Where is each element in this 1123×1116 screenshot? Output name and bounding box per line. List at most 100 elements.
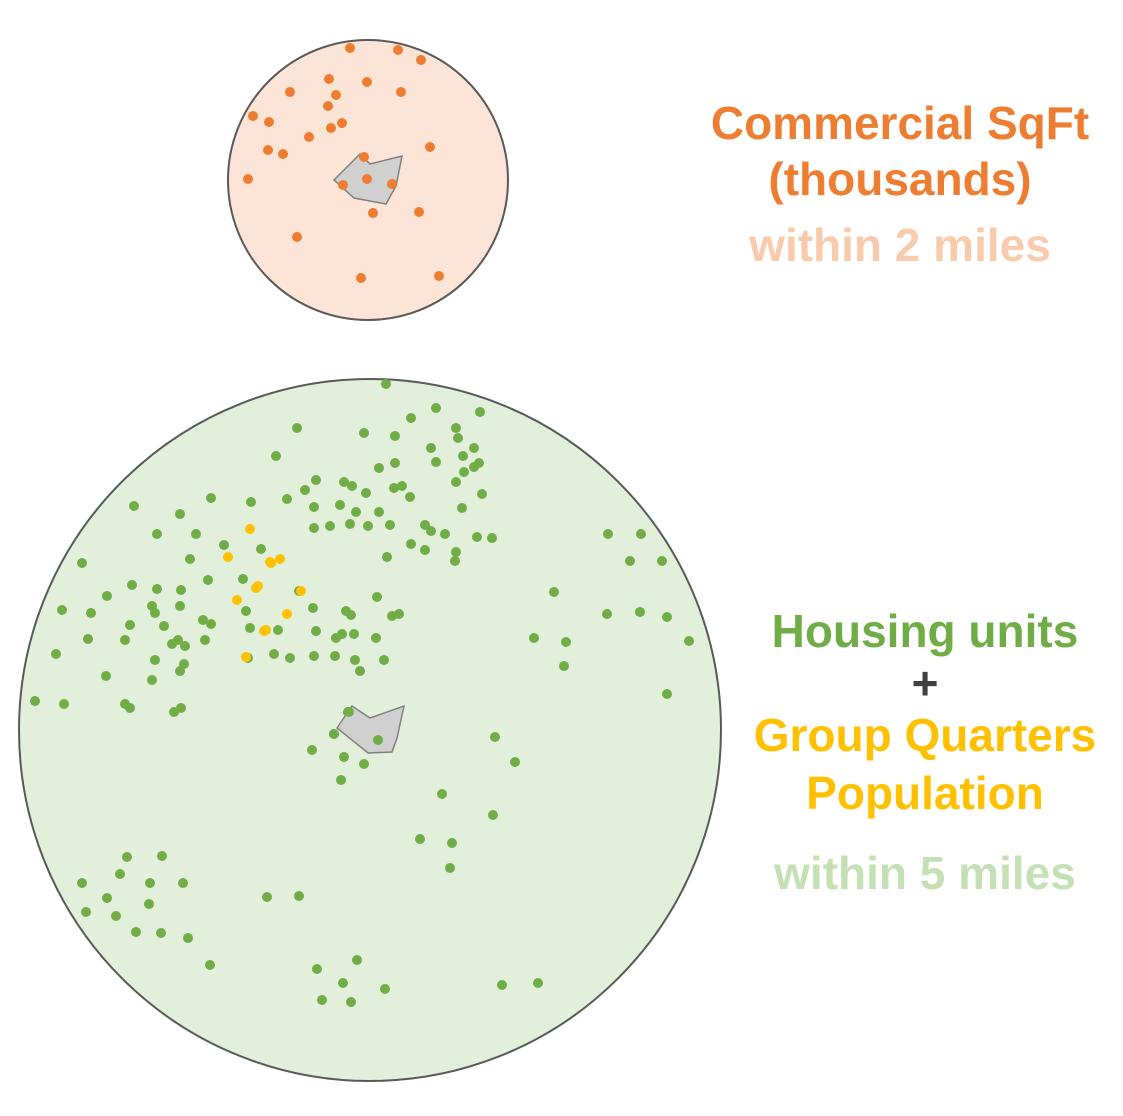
housing-unit-point	[359, 428, 369, 438]
housing-unit-point	[380, 984, 390, 994]
housing-unit-point	[561, 637, 571, 647]
housing-unit-point	[453, 433, 463, 443]
housing-unit-point	[329, 729, 339, 739]
housing-unit-point	[180, 641, 190, 651]
commercial-sqft-point	[425, 142, 435, 152]
housing-unit-point	[350, 655, 360, 665]
housing-unit-point	[308, 603, 318, 613]
housing-unit-point	[390, 458, 400, 468]
housing-unit-point	[533, 978, 543, 988]
housing-unit-point	[173, 635, 183, 645]
housing-unit-point	[111, 911, 121, 921]
housing-unit-point	[603, 529, 613, 539]
housing-unit-point	[451, 477, 461, 487]
commercial-sqft-point	[362, 174, 372, 184]
housing-unit-point	[374, 507, 384, 517]
plus-sign: +	[911, 657, 939, 709]
commercial-sqft-point	[387, 179, 397, 189]
group-quarters-point	[259, 626, 269, 636]
group-quarters-point	[296, 586, 306, 596]
housing-unit-point	[431, 457, 441, 467]
commercial-sqft-points-on-site	[338, 152, 397, 190]
housing-unit-point	[176, 703, 186, 713]
housing-unit-point	[59, 699, 69, 709]
commercial-sqft-point	[414, 207, 424, 217]
commercial-subtitle: (thousands)	[768, 153, 1032, 205]
housing-unit-point	[431, 403, 441, 413]
housing-unit-point	[262, 892, 272, 902]
commercial-sqft-point	[331, 90, 341, 100]
housing-unit-point	[440, 529, 450, 539]
housing-unit-point	[662, 612, 672, 622]
housing-unit-point	[457, 503, 467, 513]
housing-unit-point	[397, 481, 407, 491]
commercial-sqft-point	[243, 174, 253, 184]
housing-unit-point	[125, 703, 135, 713]
housing-unit-point	[345, 519, 355, 529]
housing-unit-point	[346, 610, 356, 620]
housing-unit-point	[459, 467, 469, 477]
commercial-buffer-2-miles	[227, 39, 509, 321]
housing-unit-point	[451, 547, 461, 557]
housing-unit-point	[307, 745, 317, 755]
housing-unit-point	[657, 556, 667, 566]
housing-unit-point	[625, 556, 635, 566]
housing-unit-point	[185, 554, 195, 564]
housing-unit-point	[387, 611, 397, 621]
group-quarters-point	[282, 609, 292, 619]
housing-unit-point	[206, 619, 216, 629]
housing-unit-point	[51, 649, 61, 659]
group-quarters-title: Group Quarters	[753, 709, 1097, 761]
housing-unit-point	[152, 584, 162, 594]
housing-unit-point	[294, 891, 304, 901]
housing-unit-point	[381, 379, 391, 389]
housing-unit-point	[335, 500, 345, 510]
housing-unit-point	[30, 696, 40, 706]
housing-radius: within 5 miles	[774, 847, 1076, 899]
commercial-sqft-point	[324, 74, 334, 84]
housing-unit-point	[300, 485, 310, 495]
housing-unit-point	[246, 497, 256, 507]
housing-unit-point	[636, 529, 646, 539]
housing-unit-point	[238, 574, 248, 584]
commercial-sqft-point	[285, 87, 295, 97]
housing-unit-point	[490, 732, 500, 742]
housing-unit-point	[311, 626, 321, 636]
group-quarters-point	[275, 554, 285, 564]
housing-unit-point	[684, 636, 694, 646]
commercial-sqft-point	[368, 208, 378, 218]
housing-unit-point	[347, 481, 357, 491]
housing-unit-point	[200, 635, 210, 645]
housing-unit-point	[359, 759, 369, 769]
housing-unit-point	[127, 580, 137, 590]
housing-unit-point	[309, 523, 319, 533]
housing-unit-point	[346, 997, 356, 1007]
housing-unit-point	[529, 633, 539, 643]
commercial-sqft-point	[393, 45, 403, 55]
housing-unit-point	[363, 521, 373, 531]
housing-unit-point	[125, 620, 135, 630]
housing-unit-point	[450, 556, 460, 566]
site-parcel-large	[335, 704, 406, 754]
housing-unit-point	[472, 532, 482, 542]
housing-unit-point	[101, 671, 111, 681]
housing-unit-point	[426, 443, 436, 453]
housing-unit-point	[285, 653, 295, 663]
housing-unit-point	[451, 423, 461, 433]
housing-unit-point	[77, 558, 87, 568]
housing-unit-point	[437, 789, 447, 799]
housing-unit-point	[635, 607, 645, 617]
housing-unit-point	[309, 651, 319, 661]
housing-title: Housing units	[771, 605, 1079, 657]
housing-unit-point	[420, 545, 430, 555]
housing-unit-point	[344, 707, 354, 717]
housing-unit-point	[374, 463, 384, 473]
commercial-sqft-point	[434, 271, 444, 281]
housing-unit-point	[198, 615, 208, 625]
housing-unit-point	[339, 477, 349, 487]
housing-unit-point	[549, 587, 559, 597]
commercial-sqft-point	[263, 145, 273, 155]
housing-unit-point	[406, 539, 416, 549]
housing-unit-point	[150, 655, 160, 665]
housing-unit-point	[497, 980, 507, 990]
